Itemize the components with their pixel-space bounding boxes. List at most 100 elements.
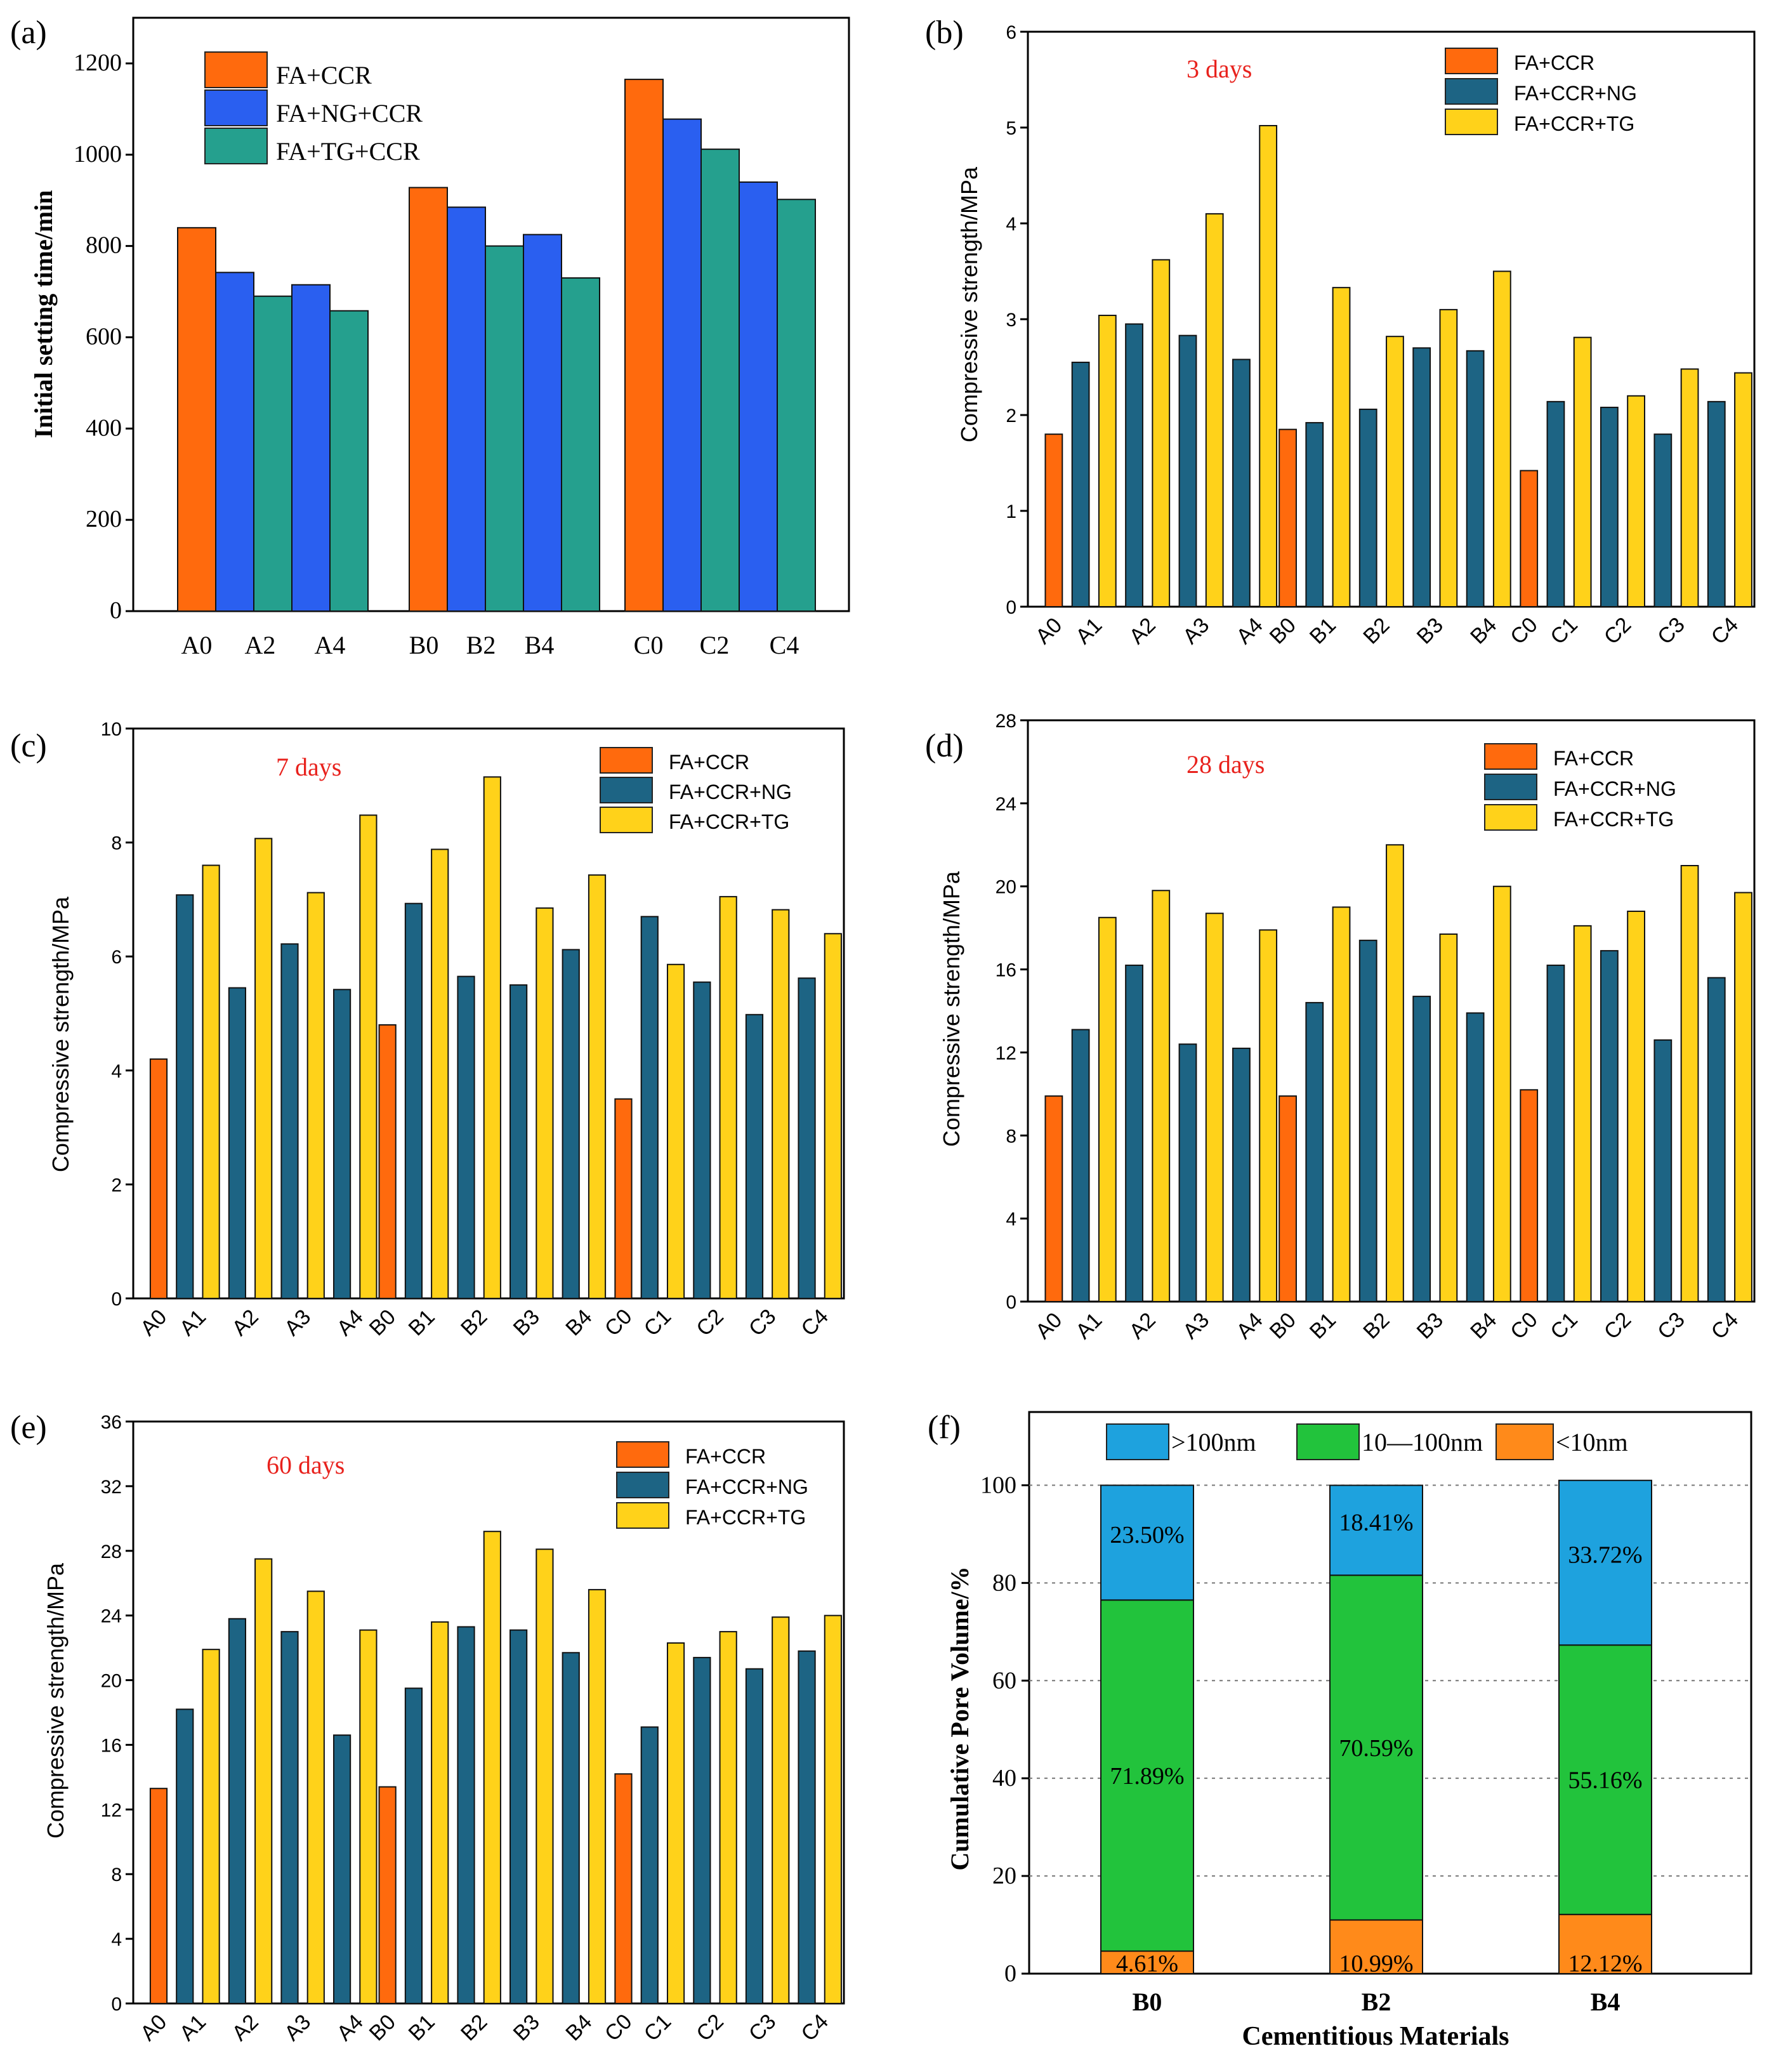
legend-swatch (1445, 78, 1498, 105)
bar (483, 776, 501, 1299)
bar (1098, 314, 1117, 607)
panel-d: (d) 0 4 8 12 16 20 24 28 Compressive strength/MPa… (925, 711, 1756, 1344)
x-category-label: A2 (1125, 1308, 1160, 1343)
y-tick-label: 4 (1006, 1209, 1016, 1230)
legend-label: FA+CCR+TG (685, 1506, 806, 1529)
bar (1044, 433, 1063, 607)
x-category-label: B4 (561, 1305, 596, 1340)
panel-label: (d) (925, 728, 964, 764)
bar (378, 1024, 397, 1299)
y-tick-label: 8 (1006, 1126, 1016, 1147)
x-category-label: B2 (1358, 1308, 1394, 1343)
bar (202, 1649, 220, 2005)
bar (431, 848, 449, 1299)
panel-label: (e) (10, 1409, 47, 1446)
bar (447, 206, 486, 612)
y-tick-label: 1200 (74, 49, 122, 76)
legend-swatch (1296, 1423, 1360, 1460)
bar (1439, 933, 1458, 1302)
legend-swatch (204, 89, 268, 126)
panel-label: (f) (928, 1409, 961, 1446)
x-category-label: C4 (1707, 612, 1744, 649)
bar (1386, 844, 1404, 1303)
stacked-segment (1100, 1599, 1194, 1952)
y-tick-label: 200 (86, 506, 122, 532)
legend-label: FA+CCR (685, 1445, 766, 1468)
x-category-label: C2 (1600, 1307, 1636, 1344)
bar (662, 118, 702, 612)
bar (562, 1652, 580, 2004)
x-category-label: A2 (227, 2010, 263, 2045)
bar (149, 1788, 168, 2005)
x-category-label: C0 (1506, 612, 1542, 649)
bar (359, 1629, 378, 2004)
x-category-label: B4 (1466, 1308, 1501, 1343)
x-category-label: C4 (1707, 1307, 1744, 1344)
legend-swatch (1484, 804, 1537, 831)
legend-swatch (616, 1472, 669, 1498)
bar (483, 1531, 501, 2005)
bar (1680, 865, 1699, 1302)
bar (719, 1631, 737, 2004)
bar (329, 310, 369, 612)
x-category-label: A1 (175, 2010, 211, 2045)
bar (588, 874, 607, 1299)
bar (306, 892, 325, 1299)
segment-label: 33.72% (1568, 1541, 1642, 1568)
y-tick-label: 20 (101, 1671, 122, 1692)
bar (1332, 287, 1351, 607)
x-category-label: A3 (1178, 613, 1214, 649)
stacked-segment (1329, 1919, 1423, 1975)
x-category-label: B3 (509, 2010, 544, 2045)
y-tick-label: 60 (992, 1667, 1016, 1694)
x-category-label: A2 (245, 631, 276, 659)
bar (1071, 1029, 1090, 1302)
y-tick-label: 8 (111, 833, 122, 854)
bar (536, 907, 554, 1299)
y-tick-label: 16 (101, 1735, 122, 1756)
y-tick-label: 0 (111, 1289, 122, 1310)
bar (1259, 929, 1278, 1302)
legend-label: FA+CCR (669, 751, 749, 774)
y-tick-label: 24 (101, 1606, 122, 1627)
bar (588, 1588, 607, 2004)
x-category-label: A4 (332, 1305, 368, 1340)
y-tick-label: 28 (101, 1541, 122, 1562)
x-category-label: B4 (1591, 1988, 1620, 2016)
bar (1492, 270, 1511, 607)
x-category-label: B3 (509, 1305, 544, 1340)
x-category-label: A0 (136, 2010, 171, 2045)
x-category-label: B3 (1412, 1308, 1448, 1343)
x-category-label: A3 (280, 1305, 315, 1340)
x-category-label: A1 (1071, 1308, 1107, 1343)
bar (1439, 308, 1458, 607)
y-tick-label: 24 (996, 794, 1016, 815)
segment-label: 71.89% (1110, 1763, 1184, 1790)
bar (1305, 422, 1324, 608)
y-axis-title: Compressive strength/MPa (43, 1562, 69, 1838)
bar (777, 199, 816, 612)
legend-label: FA+CCR+NG (669, 781, 792, 803)
bar (1546, 965, 1565, 1302)
x-category-label: C2 (700, 631, 730, 659)
bar (1680, 368, 1699, 608)
legend-label: 10—100nm (1362, 1428, 1483, 1456)
x-category-label: C1 (640, 2009, 676, 2046)
bar (431, 1621, 449, 2004)
bar (1573, 925, 1592, 1303)
segment-label: 4.61% (1116, 1951, 1178, 1977)
legend-swatch (600, 807, 653, 833)
bar (1125, 323, 1143, 607)
y-tick-label: 20 (996, 877, 1016, 898)
y-tick-label: 2 (111, 1175, 122, 1196)
bar (1152, 890, 1171, 1303)
x-category-label: A1 (175, 1305, 211, 1340)
bar (485, 245, 524, 612)
bar (409, 187, 448, 612)
bar (1279, 428, 1297, 608)
bar (1259, 124, 1278, 608)
bar (640, 1726, 659, 2005)
x-category-label: C2 (692, 2009, 728, 2046)
x-category-label: C4 (770, 631, 799, 659)
x-category-label: C3 (744, 1304, 781, 1341)
